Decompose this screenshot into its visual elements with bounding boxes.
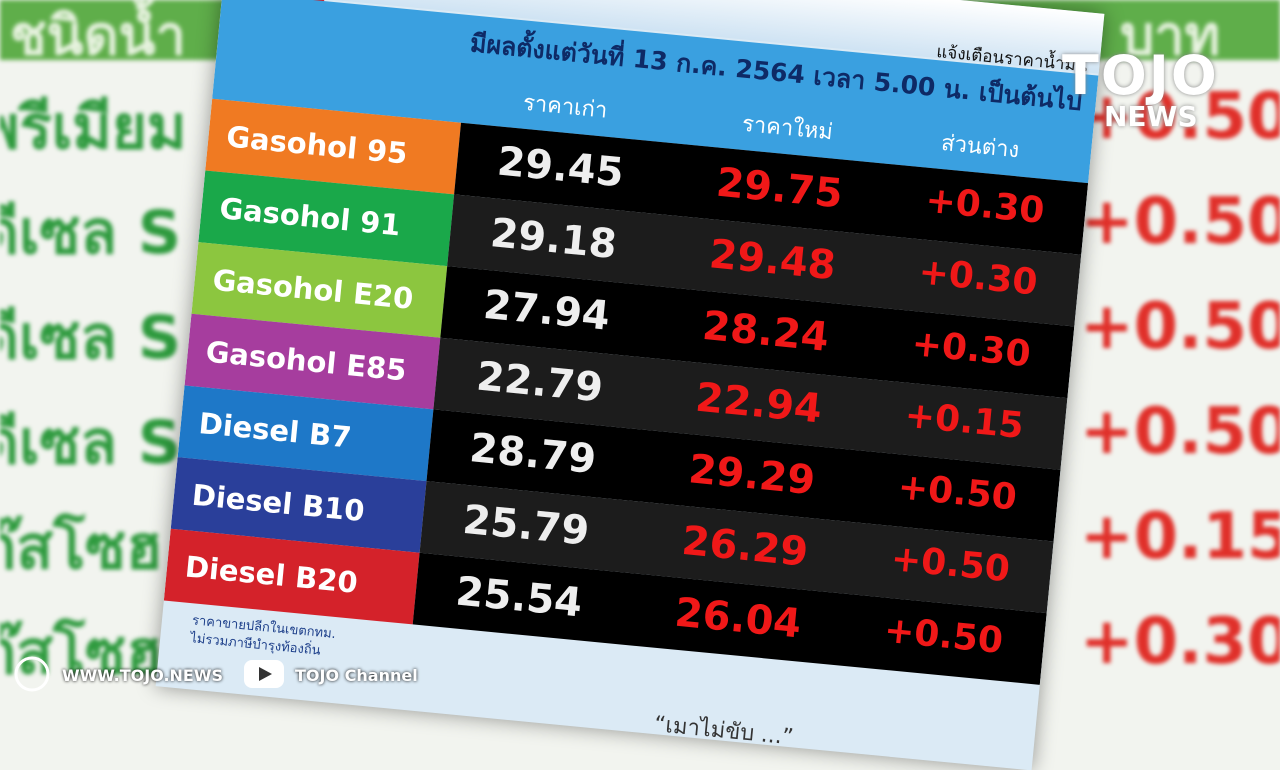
price-diff: +0.30	[916, 251, 1040, 304]
price-diff: +0.50	[882, 609, 1005, 662]
price-diff: +0.50	[896, 466, 1019, 519]
bg-value: +0.15	[1080, 500, 1280, 574]
old-price: 29.45	[495, 138, 626, 197]
bg-value: +0.50	[1080, 185, 1280, 259]
price-diff: +0.15	[903, 394, 1026, 447]
price-diff: +0.50	[889, 538, 1012, 591]
bg-header: บาท	[1120, 4, 1221, 67]
bg-value: +0.50	[1080, 395, 1280, 469]
price-card: แจ้งเตือนราคาน้ำมัน มีผลตั้งแต่วันที่ 13…	[155, 0, 1105, 770]
price-diff: +0.30	[923, 179, 1047, 232]
new-price: 26.04	[672, 589, 804, 648]
old-price: 27.94	[481, 281, 612, 340]
bg-value: +0.50	[1080, 80, 1280, 154]
price-diff: +0.30	[909, 323, 1033, 376]
old-price: 28.79	[467, 425, 599, 484]
column-header: ราคาใหม่	[740, 111, 834, 146]
channel-link: TOJO Channel	[295, 666, 418, 685]
bg-label: ก๊สโซฮ	[0, 513, 163, 583]
new-price: 29.75	[714, 159, 845, 218]
logo-sub: NEWS	[1104, 100, 1198, 133]
bg-label: พรีเมียม	[0, 93, 187, 163]
footer-icons	[14, 656, 284, 692]
bg-label: ก๊สโซฮ	[0, 618, 163, 688]
column-header: ราคาเก่า	[521, 90, 609, 124]
bg-header: ชนิดน้ำ	[10, 4, 186, 67]
old-price: 29.18	[488, 210, 619, 269]
column-header: ส่วนต่าง	[940, 130, 1021, 164]
site-link: WWW.TOJO.NEWS	[62, 666, 224, 685]
new-price: 29.29	[686, 446, 818, 505]
bg-label: ดีเซล S	[0, 408, 182, 478]
quote: “เมาไม่ขับ ...”	[653, 712, 795, 751]
old-price: 22.79	[474, 353, 605, 412]
new-price: 26.29	[679, 517, 811, 576]
new-price: 22.94	[693, 374, 824, 433]
old-price: 25.54	[453, 568, 585, 627]
old-price: 25.79	[460, 496, 592, 555]
bg-value: +0.50	[1080, 290, 1280, 364]
new-price: 29.48	[707, 231, 838, 290]
bg-value: +0.30	[1080, 605, 1280, 679]
logo: TOJO	[1062, 44, 1219, 107]
bg-label: ดีเซล S	[0, 198, 182, 268]
bg-label: ดีเซล S	[0, 303, 182, 373]
new-price: 28.24	[700, 302, 831, 361]
